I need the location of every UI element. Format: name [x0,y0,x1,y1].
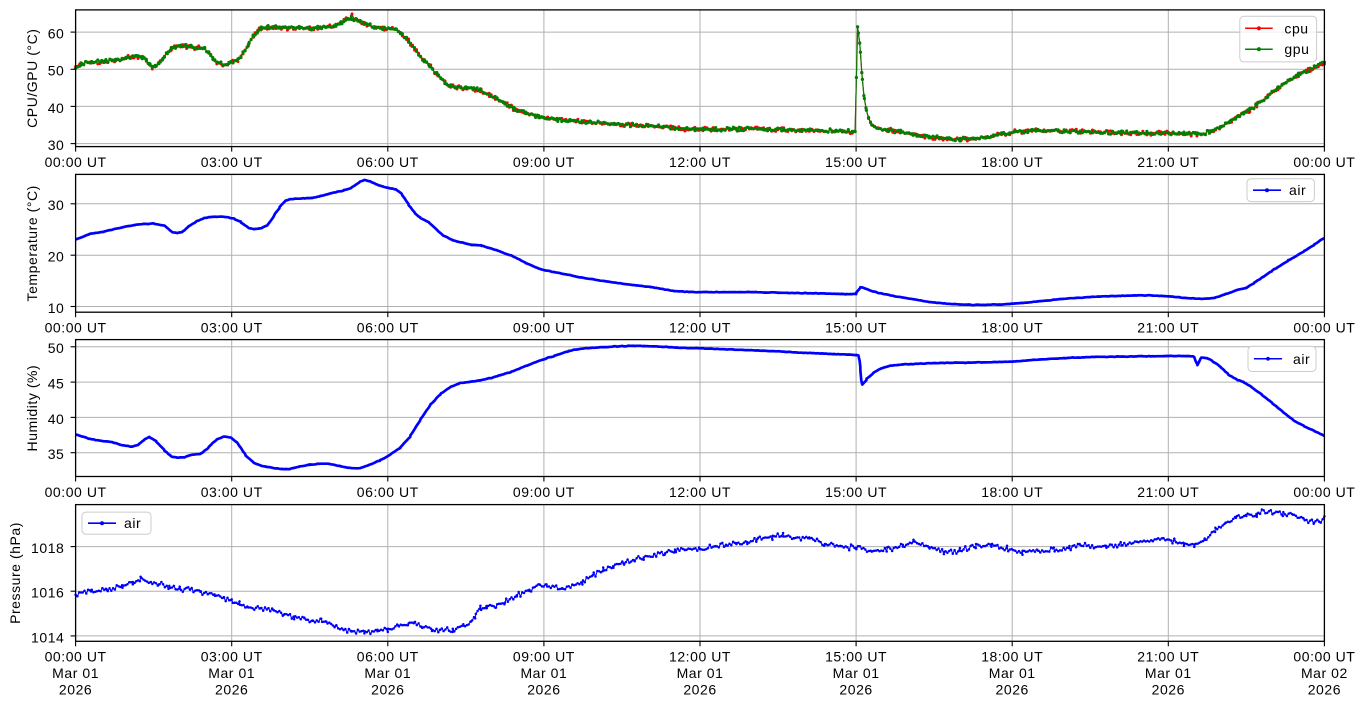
svg-text:2026: 2026 [1308,682,1341,698]
svg-text:21:00 UT: 21:00 UT [1137,484,1199,500]
svg-text:06:00 UT: 06:00 UT [357,484,419,500]
svg-text:06:00 UT: 06:00 UT [357,154,419,170]
svg-text:60: 60 [48,26,65,42]
svg-text:Mar 01: Mar 01 [208,665,255,681]
svg-text:21:00 UT: 21:00 UT [1137,154,1199,170]
svg-text:00:00 UT: 00:00 UT [45,320,107,336]
svg-text:12:00 UT: 12:00 UT [669,320,731,336]
svg-text:air: air [1289,182,1306,198]
svg-text:18:00 UT: 18:00 UT [981,154,1043,170]
svg-text:2026: 2026 [996,682,1029,698]
svg-text:Mar 01: Mar 01 [52,665,99,681]
svg-text:2026: 2026 [683,682,716,698]
svg-text:air: air [124,515,141,531]
svg-text:15:00 UT: 15:00 UT [825,484,887,500]
svg-text:30: 30 [48,197,65,213]
svg-text:45: 45 [48,376,65,392]
svg-text:06:00 UT: 06:00 UT [357,649,419,665]
svg-text:gpu: gpu [1284,41,1309,57]
svg-text:00:00 UT: 00:00 UT [1293,484,1355,500]
svg-text:21:00 UT: 21:00 UT [1137,320,1199,336]
svg-text:Humidity (%): Humidity (%) [24,365,40,452]
svg-text:2026: 2026 [527,682,560,698]
svg-text:18:00 UT: 18:00 UT [981,649,1043,665]
svg-text:35: 35 [48,446,65,462]
svg-text:50: 50 [48,63,65,79]
svg-text:03:00 UT: 03:00 UT [201,320,263,336]
svg-text:Mar 01: Mar 01 [1145,665,1192,681]
svg-text:18:00 UT: 18:00 UT [981,320,1043,336]
svg-text:00:00 UT: 00:00 UT [1293,649,1355,665]
svg-text:12:00 UT: 12:00 UT [669,649,731,665]
svg-text:09:00 UT: 09:00 UT [513,649,575,665]
svg-text:10: 10 [48,300,65,316]
svg-text:Mar 01: Mar 01 [833,665,880,681]
svg-text:40: 40 [48,100,65,116]
svg-text:00:00 UT: 00:00 UT [45,649,107,665]
svg-text:12:00 UT: 12:00 UT [669,154,731,170]
svg-text:40: 40 [48,411,65,427]
svg-text:Mar 01: Mar 01 [520,665,567,681]
svg-text:cpu: cpu [1284,20,1308,36]
svg-text:09:00 UT: 09:00 UT [513,320,575,336]
svg-text:09:00 UT: 09:00 UT [513,154,575,170]
svg-text:03:00 UT: 03:00 UT [201,484,263,500]
svg-text:09:00 UT: 09:00 UT [513,484,575,500]
svg-text:2026: 2026 [59,682,92,698]
svg-text:00:00 UT: 00:00 UT [45,154,107,170]
svg-text:Temperature (°C): Temperature (°C) [24,185,40,301]
svg-text:18:00 UT: 18:00 UT [981,484,1043,500]
svg-text:Pressure (hPa): Pressure (hPa) [7,522,23,624]
svg-text:06:00 UT: 06:00 UT [357,320,419,336]
svg-text:20: 20 [48,249,65,265]
svg-text:Mar 01: Mar 01 [677,665,724,681]
svg-text:21:00 UT: 21:00 UT [1137,649,1199,665]
svg-text:03:00 UT: 03:00 UT [201,154,263,170]
svg-text:1014: 1014 [31,629,64,645]
svg-text:2026: 2026 [1152,682,1185,698]
svg-text:15:00 UT: 15:00 UT [825,320,887,336]
svg-text:CPU/GPU (°C): CPU/GPU (°C) [24,29,40,128]
svg-text:15:00 UT: 15:00 UT [825,154,887,170]
svg-text:15:00 UT: 15:00 UT [825,649,887,665]
svg-text:00:00 UT: 00:00 UT [1293,154,1355,170]
svg-text:Mar 01: Mar 01 [989,665,1036,681]
svg-text:2026: 2026 [215,682,248,698]
svg-text:03:00 UT: 03:00 UT [201,649,263,665]
svg-text:air: air [1293,351,1310,367]
svg-text:30: 30 [48,137,65,153]
svg-text:1016: 1016 [31,585,64,601]
svg-text:2026: 2026 [371,682,404,698]
svg-text:00:00 UT: 00:00 UT [45,484,107,500]
svg-text:2026: 2026 [839,682,872,698]
svg-text:Mar 01: Mar 01 [364,665,411,681]
svg-text:Mar 02: Mar 02 [1301,665,1348,681]
svg-text:12:00 UT: 12:00 UT [669,484,731,500]
svg-text:50: 50 [48,340,65,356]
svg-text:1018: 1018 [31,540,64,556]
svg-text:00:00 UT: 00:00 UT [1293,320,1355,336]
